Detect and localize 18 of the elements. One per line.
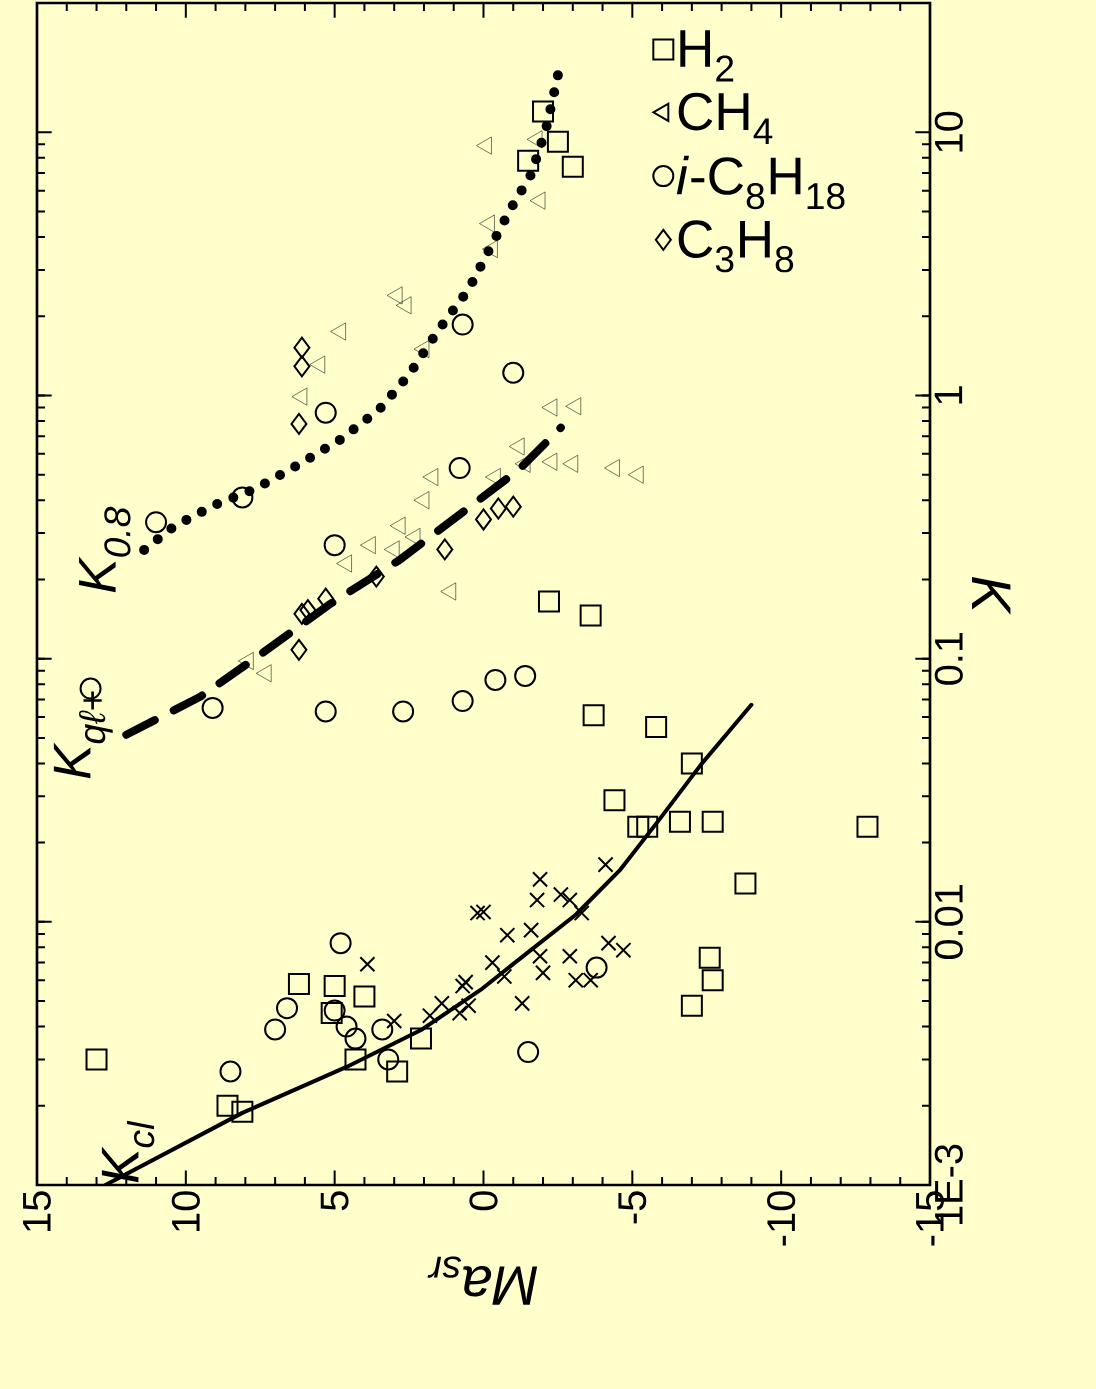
y-tick-label: 0.1 bbox=[934, 632, 963, 685]
x-tick-label: 10 bbox=[171, 1191, 200, 1231]
x-tick-label: 5 bbox=[320, 1191, 349, 1211]
legend-label: i-C$_{8}$H$_{18}$ bbox=[676, 155, 845, 210]
annotation: K$_{qℓ+}$ bbox=[53, 691, 113, 779]
legend-label: CH$_{4}$ bbox=[678, 92, 773, 145]
y-tick-label: 1 bbox=[934, 386, 963, 404]
legend-label: C$_{3}$H$_{8}$ bbox=[678, 220, 794, 273]
annotation: K$_{0.8}$ bbox=[79, 506, 131, 593]
legend-label: H$_{2}$ bbox=[680, 30, 734, 82]
x-tick-label: 0 bbox=[469, 1191, 498, 1211]
x-tick-label: 15 bbox=[23, 1191, 51, 1231]
x-axis-title: Ma$_{sr}$ bbox=[427, 1256, 538, 1305]
y-tick-label: 10 bbox=[934, 111, 963, 152]
y-tick-label: 0.01 bbox=[934, 884, 963, 960]
x-tick-label: -10 bbox=[767, 1191, 796, 1246]
y-axis-title: K bbox=[972, 577, 1011, 615]
x-tick-label: -5 bbox=[618, 1191, 647, 1224]
